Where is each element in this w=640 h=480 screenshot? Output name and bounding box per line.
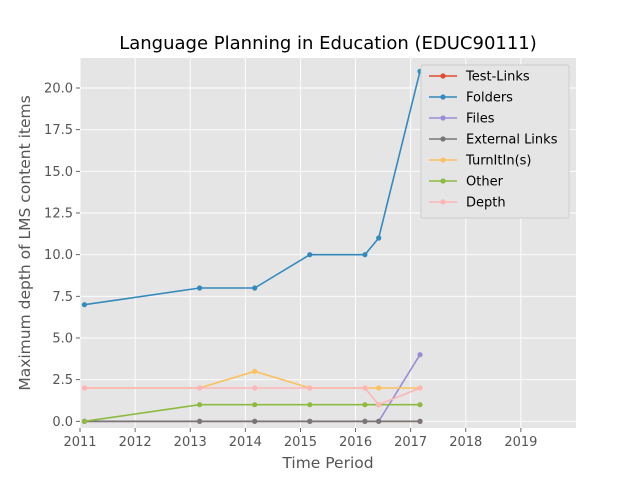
data-point xyxy=(252,418,258,424)
y-tick-label: 7.5 xyxy=(52,290,73,305)
legend-label: Folders xyxy=(466,91,513,106)
legend-label: External Links xyxy=(466,133,558,148)
y-tick-label: 20.0 xyxy=(44,82,73,97)
data-point xyxy=(362,402,368,408)
data-point xyxy=(307,385,313,391)
legend-item: Depth xyxy=(429,196,506,211)
data-point xyxy=(376,402,382,408)
legend: Test-Links Folders Files External Links Turn… xyxy=(420,64,570,219)
y-tick-label: 0.0 xyxy=(52,415,73,430)
legend-item: External Links xyxy=(429,133,558,148)
legend-box xyxy=(420,64,570,219)
data-point xyxy=(417,352,423,358)
data-point xyxy=(196,418,203,424)
y-tick-label: 15.0 xyxy=(44,165,73,180)
data-point xyxy=(417,418,423,424)
legend-item: Other xyxy=(429,175,504,190)
data-point xyxy=(252,368,258,374)
data-point xyxy=(376,385,382,391)
legend-swatch-marker xyxy=(440,136,446,142)
legend-label: TurnItIn(s) xyxy=(465,154,531,169)
x-axis-ticks: 2011 2012 2013 2014 2015 2016 2017 2018 2019 xyxy=(63,428,537,450)
y-tick-label: 10.0 xyxy=(44,248,73,263)
legend-item: TurnItIn(s) xyxy=(429,154,531,169)
x-tick-label: 2012 xyxy=(119,435,152,450)
data-point xyxy=(252,402,258,408)
data-point xyxy=(252,385,258,391)
series-lines xyxy=(81,68,423,424)
data-point xyxy=(362,385,368,391)
data-point xyxy=(196,402,203,408)
y-tick-label: 2.5 xyxy=(52,373,73,388)
legend-swatch-marker xyxy=(440,199,446,205)
legend-item: Files xyxy=(429,112,495,127)
data-point xyxy=(417,385,423,391)
legend-label: Other xyxy=(466,175,504,190)
data-point xyxy=(362,252,368,258)
legend-swatch-marker xyxy=(440,115,446,121)
legend-swatch-marker xyxy=(440,94,446,100)
data-point xyxy=(362,418,368,424)
data-point xyxy=(81,418,88,424)
x-tick-label: 2019 xyxy=(504,435,537,450)
y-tick-label: 5.0 xyxy=(52,332,73,347)
data-point xyxy=(81,302,88,308)
series-depth xyxy=(81,385,423,408)
x-tick-label: 2016 xyxy=(339,435,372,450)
x-tick-label: 2017 xyxy=(394,435,427,450)
y-axis-label: Maximum depth of LMS content items xyxy=(16,95,34,390)
legend-item: Test-Links xyxy=(429,70,530,85)
y-tick-label: 12.5 xyxy=(44,207,73,222)
data-point xyxy=(376,418,382,424)
y-axis-ticks: 0.0 2.5 5.0 7.5 10.0 12.5 15.0 17.5 20.0 xyxy=(44,82,80,430)
data-point xyxy=(417,402,423,408)
x-tick-label: 2011 xyxy=(63,435,96,450)
y-tick-label: 17.5 xyxy=(44,123,73,138)
data-point xyxy=(307,418,313,424)
x-axis-label: Time Period xyxy=(281,454,373,472)
x-tick-label: 2018 xyxy=(449,435,482,450)
legend-label: Files xyxy=(466,112,495,127)
data-point xyxy=(196,285,203,291)
data-point xyxy=(81,385,88,391)
x-tick-label: 2015 xyxy=(284,435,317,450)
data-point xyxy=(252,285,258,291)
data-point xyxy=(307,402,313,408)
legend-swatch-marker xyxy=(440,73,446,79)
series-folders xyxy=(81,68,423,308)
x-tick-label: 2013 xyxy=(174,435,207,450)
data-point xyxy=(307,252,313,258)
legend-label: Test-Links xyxy=(465,70,530,85)
chart-title: Language Planning in Education (EDUC9011… xyxy=(119,33,537,54)
legend-item: Folders xyxy=(429,91,513,106)
legend-swatch-marker xyxy=(440,178,446,184)
data-point xyxy=(376,235,382,241)
data-point xyxy=(196,385,203,391)
x-tick-label: 2014 xyxy=(229,435,262,450)
legend-swatch-marker xyxy=(440,157,446,163)
legend-label: Depth xyxy=(466,196,506,211)
